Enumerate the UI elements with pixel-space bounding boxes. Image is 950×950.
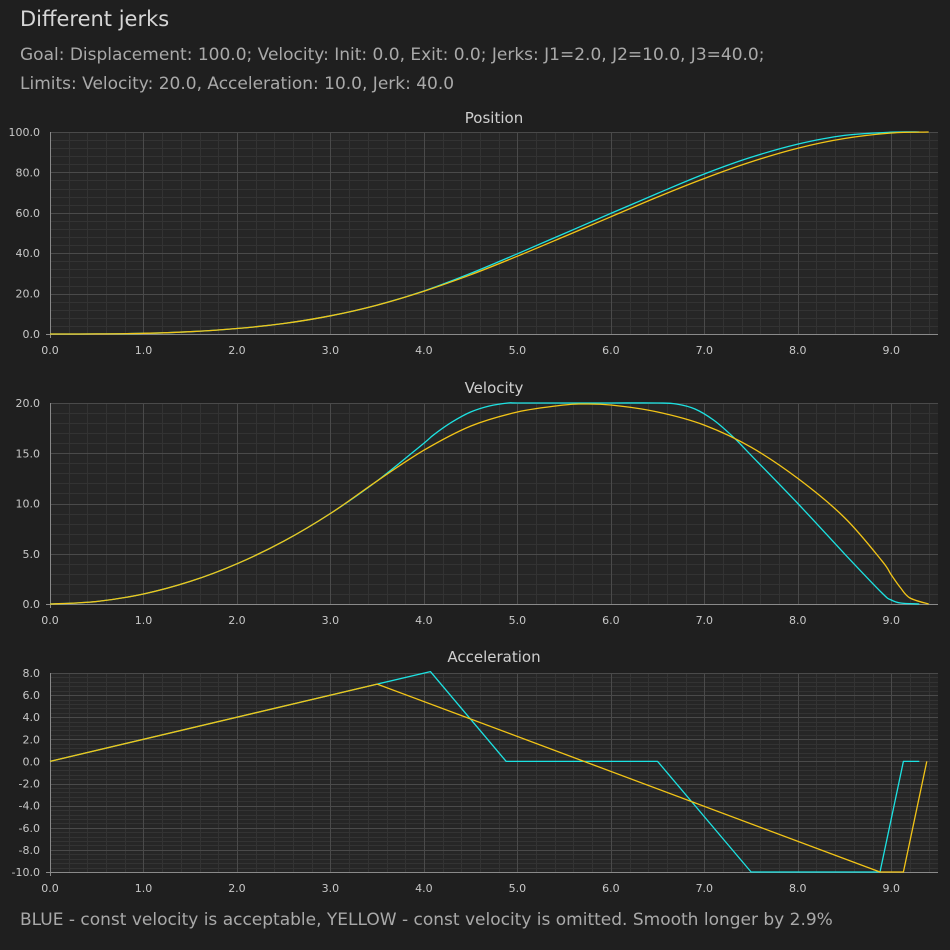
velocity-plot-area xyxy=(50,403,938,604)
velocity-y-tick-label: 10.0 xyxy=(16,498,41,511)
chart-title: Different jerks xyxy=(20,7,170,31)
position-x-tick-label: 2.0 xyxy=(228,344,246,357)
acceleration-y-tick-label: -10.0 xyxy=(12,866,40,879)
acceleration-x-tick-label: 2.0 xyxy=(228,882,246,895)
position-x-tick-label: 0.0 xyxy=(41,344,59,357)
position-plot-area xyxy=(50,132,938,334)
velocity-chart: 0.0 1.0 2.0 3.0 4.0 5.0 6.0 7.0 8.0 9.0 0.0 5.0 10.0… xyxy=(16,379,938,627)
position-major-grid xyxy=(50,132,938,335)
acceleration-subplot-title: Acceleration xyxy=(447,648,540,666)
velocity-major-grid xyxy=(50,403,938,605)
acceleration-y-tick-label: -4.0 xyxy=(19,800,40,813)
acceleration-chart: 0.0 1.0 2.0 3.0 4.0 5.0 6.0 7.0 8.0 9.0 8.0 6.0 4.0 2… xyxy=(12,648,938,895)
goal-text: Goal: Displacement: 100.0; Velocity: Ini… xyxy=(20,45,765,65)
acceleration-y-tick-label: -2.0 xyxy=(19,778,40,791)
position-y-tick-label: 60.0 xyxy=(16,207,41,220)
acceleration-x-tick-label: 6.0 xyxy=(602,882,620,895)
acceleration-y-tick-label: 8.0 xyxy=(23,667,41,680)
position-y-tick-label: 80.0 xyxy=(16,166,41,179)
acceleration-x-tick-label: 9.0 xyxy=(883,882,901,895)
velocity-x-tick-label: 5.0 xyxy=(509,614,527,627)
footer-text: BLUE - const velocity is acceptable, YEL… xyxy=(20,910,833,930)
limits-text: Limits: Velocity: 20.0, Acceleration: 10… xyxy=(20,74,455,94)
velocity-y-tick-label: 20.0 xyxy=(16,397,41,410)
acceleration-x-tick-label: 3.0 xyxy=(322,882,340,895)
velocity-x-tick-label: 1.0 xyxy=(135,614,153,627)
position-x-tick-label: 1.0 xyxy=(135,344,153,357)
acceleration-y-tick-label: 2.0 xyxy=(23,733,41,746)
position-x-tick-label: 9.0 xyxy=(883,344,901,357)
acceleration-y-tick-label: 0.0 xyxy=(23,755,41,768)
acceleration-x-tick-label: 5.0 xyxy=(509,882,527,895)
velocity-y-tick-label: 0.0 xyxy=(23,598,41,611)
acceleration-x-tick-label: 8.0 xyxy=(789,882,807,895)
velocity-x-tick-label: 4.0 xyxy=(415,614,433,627)
velocity-x-tick-label: 8.0 xyxy=(789,614,807,627)
acceleration-series-yellow-line xyxy=(49,683,928,873)
position-x-tick-label: 7.0 xyxy=(696,344,714,357)
acceleration-series-blue-line xyxy=(49,670,920,873)
acceleration-y-tick-label: 6.0 xyxy=(23,689,41,702)
velocity-x-tick-label: 3.0 xyxy=(322,614,340,627)
velocity-series-yellow-line xyxy=(49,403,929,605)
acceleration-x-tick-label: 1.0 xyxy=(135,882,153,895)
position-subplot-title: Position xyxy=(465,109,523,127)
acceleration-y-tick-label: 4.0 xyxy=(23,711,41,724)
velocity-subplot-title: Velocity xyxy=(465,379,524,397)
position-x-tick-label: 8.0 xyxy=(789,344,807,357)
position-x-tick-label: 6.0 xyxy=(602,344,620,357)
position-x-tick-label: 3.0 xyxy=(322,344,340,357)
position-y-tick-label: 100.0 xyxy=(9,126,41,139)
position-x-tick-label: 5.0 xyxy=(509,344,527,357)
position-x-tick-label: 4.0 xyxy=(415,344,433,357)
acceleration-x-tick-label: 7.0 xyxy=(696,882,714,895)
acceleration-y-tick-label: -8.0 xyxy=(19,844,40,857)
velocity-x-tick-label: 7.0 xyxy=(696,614,714,627)
acceleration-x-tick-label: 0.0 xyxy=(41,882,59,895)
velocity-x-tick-label: 2.0 xyxy=(228,614,246,627)
acceleration-plot-area xyxy=(50,673,938,872)
position-y-tick-label: 20.0 xyxy=(16,288,41,301)
position-chart: 0.0 1.0 2.0 3.0 4.0 5.0 6.0 7.0 8.0 9.0 0.0 20.0 40.… xyxy=(9,109,938,357)
position-series-yellow-line xyxy=(49,131,929,335)
position-y-tick-label: 40.0 xyxy=(16,247,41,260)
velocity-x-tick-label: 0.0 xyxy=(41,614,59,627)
velocity-x-tick-label: 6.0 xyxy=(602,614,620,627)
acceleration-y-tick-label: -6.0 xyxy=(19,822,40,835)
position-y-tick-label: 0.0 xyxy=(23,328,41,341)
velocity-y-tick-label: 15.0 xyxy=(16,447,41,460)
velocity-y-tick-label: 5.0 xyxy=(23,548,41,561)
acceleration-x-tick-label: 4.0 xyxy=(415,882,433,895)
velocity-x-tick-label: 9.0 xyxy=(883,614,901,627)
